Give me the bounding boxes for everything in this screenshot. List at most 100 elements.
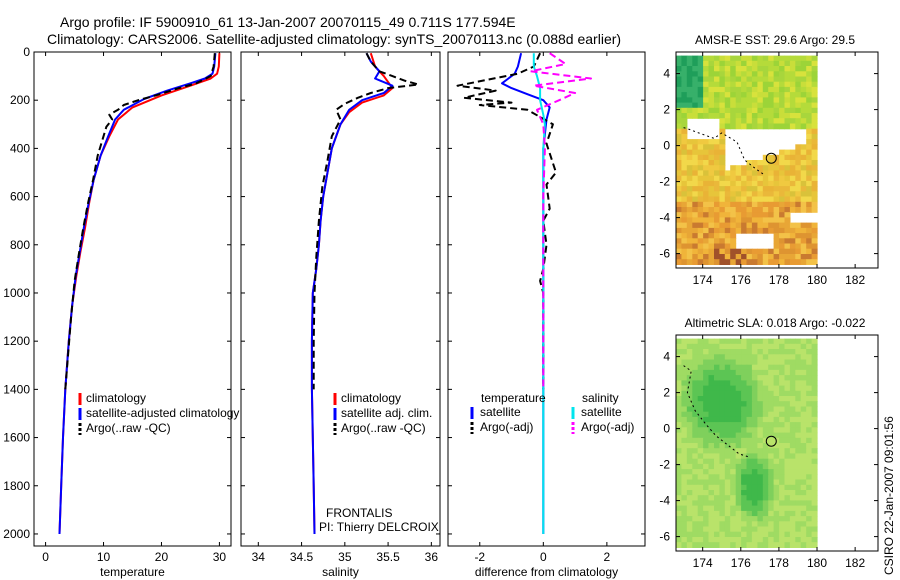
plot-frame: [447, 51, 646, 547]
map-cell: [779, 354, 786, 361]
map-cell: [708, 343, 715, 350]
map-cell: [724, 81, 731, 88]
map-cell: [806, 484, 813, 491]
map-cell: [714, 375, 720, 381]
map-cell: [784, 102, 791, 109]
map-cell: [735, 343, 742, 350]
map-cell: [773, 448, 780, 454]
map-cell: [795, 469, 802, 475]
map-cell: [789, 165, 796, 171]
map-cell: [724, 369, 731, 376]
map-cell: [741, 542, 748, 548]
map-cell: [757, 531, 764, 538]
map-cell: [735, 401, 742, 407]
map-cell: [795, 201, 802, 208]
map-cell: [795, 165, 802, 171]
map-cell: [795, 479, 802, 486]
map-cell: [784, 516, 791, 522]
map-cell: [789, 191, 796, 198]
map-cell: [730, 469, 737, 475]
map-cell: [735, 474, 742, 481]
map-cell: [762, 343, 769, 350]
annotation-line: PI: Thierry DELCROIX: [319, 520, 439, 534]
map-cell: [719, 380, 726, 387]
map-cell: [724, 427, 731, 434]
map-cell: [676, 510, 682, 517]
map-cell: [697, 448, 704, 454]
map-cell: [719, 243, 726, 250]
map-cell: [686, 396, 693, 402]
map-cell: [795, 113, 802, 119]
map-cell: [724, 86, 731, 93]
map-cell: [735, 510, 742, 517]
map-cell: [692, 521, 699, 528]
map-cell: [751, 531, 758, 538]
map-cell: [806, 406, 813, 413]
map-cell: [811, 71, 818, 78]
map-cell: [735, 542, 742, 548]
map-cell: [724, 463, 731, 470]
map-cell: [697, 537, 704, 543]
map-cell: [806, 490, 813, 496]
y-tick-label: 1800: [3, 479, 30, 493]
map-cell: [735, 354, 742, 361]
map-cell: [800, 343, 807, 350]
map-cell: [789, 86, 796, 93]
map-cell: [676, 144, 682, 151]
map-cell: [800, 102, 807, 109]
map-cell: [789, 76, 796, 83]
map-cell: [741, 380, 748, 387]
map-cell: [741, 479, 748, 486]
map-y-tick-label: -2: [659, 458, 670, 472]
map-cell: [800, 76, 807, 83]
map-cell: [719, 201, 726, 208]
map-cell: [686, 248, 693, 255]
map-cell: [784, 160, 791, 166]
map-cell: [703, 86, 710, 93]
map-cell: [751, 495, 758, 501]
map-cell: [724, 343, 731, 350]
map-cell: [703, 222, 710, 229]
map-cell: [779, 191, 786, 198]
map-cell: [724, 180, 731, 187]
map-cell: [746, 207, 753, 213]
map-cell: [686, 516, 693, 522]
map-cell: [730, 432, 737, 439]
map-cell: [773, 92, 780, 98]
y-tick-label: 1600: [3, 431, 30, 445]
map-cell: [676, 227, 682, 234]
map-cell: [697, 416, 704, 423]
map-cell: [746, 343, 753, 350]
map-cell: [746, 406, 753, 413]
map-cell: [681, 71, 688, 78]
map-cell: [686, 521, 693, 528]
map-cell: [795, 542, 802, 548]
map-cell: [768, 227, 775, 234]
map-cell: [735, 375, 742, 381]
map-cell: [800, 113, 807, 119]
map-x-tick-label: 176: [731, 556, 751, 570]
map-cell: [697, 113, 704, 119]
map-cell: [676, 180, 682, 187]
map-cell: [741, 196, 748, 203]
map-cell: [681, 390, 688, 397]
map-cell: [806, 526, 813, 533]
map-cell: [692, 113, 699, 119]
map-cell: [773, 76, 780, 83]
map-cell: [795, 71, 802, 78]
map-cell: [746, 505, 753, 512]
map-cell: [773, 537, 780, 543]
map-cell: [719, 505, 726, 512]
map-cell: [730, 123, 737, 130]
map-cell: [768, 76, 775, 83]
map-cell: [762, 196, 769, 203]
map-cell: [692, 437, 699, 444]
map-cell: [762, 479, 769, 486]
map-cell: [676, 427, 682, 434]
map-cell: [697, 248, 704, 255]
map-x-tick-label: 182: [845, 273, 865, 287]
x-axis-label: difference from climatology: [475, 565, 618, 579]
map-cell: [730, 180, 737, 187]
map-cell: [800, 427, 807, 434]
map-cell: [714, 55, 720, 62]
